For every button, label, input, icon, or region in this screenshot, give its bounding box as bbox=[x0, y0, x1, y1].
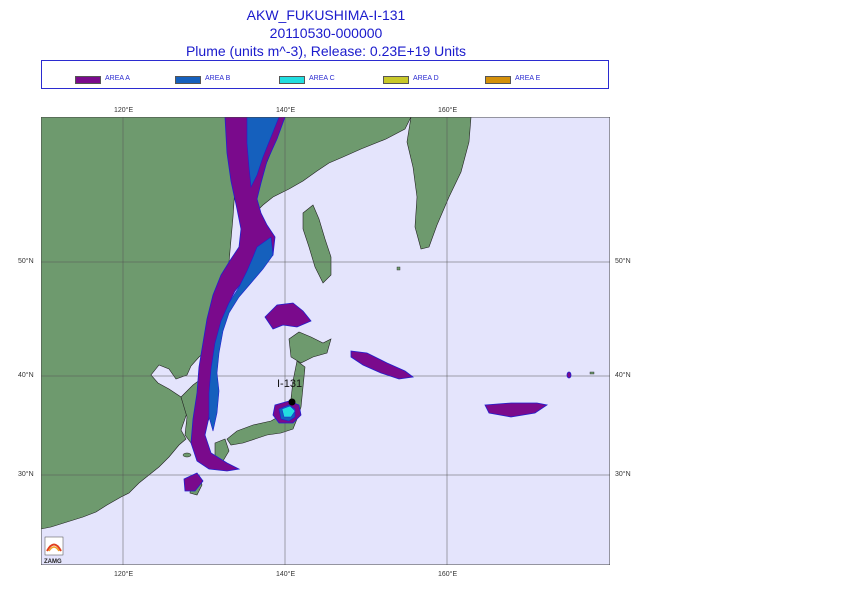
map-date: 20110530-000000 bbox=[269, 25, 383, 41]
lon-tick-bottom-140: 140°E bbox=[276, 571, 296, 578]
land-islet-kuril bbox=[396, 266, 401, 271]
legend-label-area-e: AREA E bbox=[515, 75, 541, 82]
legend-swatch-area-e bbox=[485, 76, 511, 84]
legend-swatch-area-a bbox=[75, 76, 101, 84]
source-marker bbox=[288, 398, 296, 406]
land-islet-east bbox=[589, 371, 595, 375]
plume-area-c bbox=[281, 405, 296, 418]
map-subtitle: Plume (units m^-3), Release: 0.23E+19 Un… bbox=[185, 43, 467, 59]
land-kamchatka bbox=[406, 117, 472, 250]
lat-tick-left-40: 40°N bbox=[18, 372, 34, 379]
lat-tick-left-30: 30°N bbox=[18, 471, 34, 478]
zamg-logo-text: ZAMG bbox=[44, 559, 62, 565]
land-jeju bbox=[182, 452, 192, 458]
lat-tick-right-50: 50°N bbox=[615, 258, 631, 265]
legend: AREA A AREA B AREA C AREA D AREA E bbox=[41, 60, 609, 89]
legend-label-area-c: AREA C bbox=[309, 75, 335, 82]
legend-label-area-b: AREA B bbox=[205, 75, 231, 82]
land-hokkaido bbox=[288, 331, 332, 364]
plume-map: I-131 ZAMG bbox=[41, 117, 610, 565]
lat-tick-right-30: 30°N bbox=[615, 471, 631, 478]
land-kyushu bbox=[214, 438, 230, 462]
lon-tick-bottom-160: 160°E bbox=[438, 571, 458, 578]
lon-tick-top-160: 160°E bbox=[438, 107, 458, 114]
legend-swatch-area-c bbox=[279, 76, 305, 84]
lon-tick-top-120: 120°E bbox=[114, 107, 134, 114]
legend-swatch-area-b bbox=[175, 76, 201, 84]
zamg-logo: ZAMG bbox=[44, 536, 64, 565]
legend-swatch-area-d bbox=[383, 76, 409, 84]
source-label: I-131 bbox=[277, 378, 302, 390]
lat-tick-left-50: 50°N bbox=[18, 258, 34, 265]
map-title: AKW_FUKUSHIMA-I-131 bbox=[246, 7, 406, 23]
land-sakhalin bbox=[302, 204, 332, 284]
grid-lines bbox=[41, 117, 610, 565]
lon-tick-bottom-120: 120°E bbox=[114, 571, 134, 578]
legend-label-area-d: AREA D bbox=[413, 75, 439, 82]
lon-tick-top-140: 140°E bbox=[276, 107, 296, 114]
legend-label-area-a: AREA A bbox=[105, 75, 130, 82]
lat-tick-right-40: 40°N bbox=[615, 372, 631, 379]
